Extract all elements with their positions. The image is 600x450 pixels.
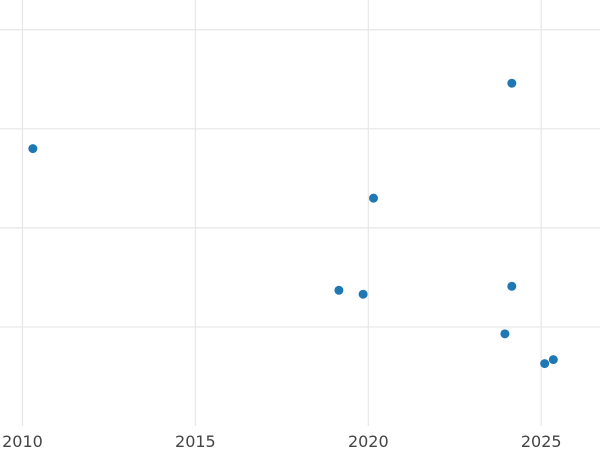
data-point — [507, 78, 517, 88]
x-tick-label: 2010 — [2, 432, 43, 450]
x-axis-ticks: 2010 2015 2020 2025 — [2, 432, 561, 450]
data-point — [28, 144, 38, 154]
x-tick-label: 2015 — [175, 432, 216, 450]
data-point — [368, 193, 378, 203]
grid-layer — [0, 0, 600, 426]
data-point — [358, 289, 368, 299]
data-point — [500, 329, 510, 339]
x-tick-label: 2020 — [348, 432, 389, 450]
data-point — [334, 285, 344, 295]
data-point — [540, 359, 550, 369]
data-point — [507, 281, 517, 291]
data-points — [28, 78, 558, 369]
data-point — [548, 355, 558, 365]
x-tick-label: 2025 — [521, 432, 562, 450]
